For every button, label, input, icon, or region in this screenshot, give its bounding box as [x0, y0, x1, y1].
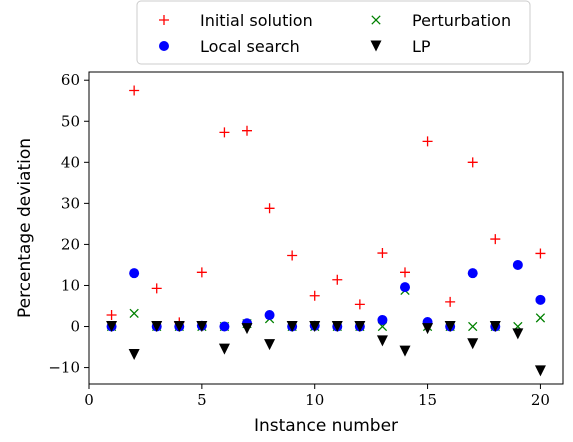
lp-point: [151, 321, 163, 333]
lp-point: [309, 321, 321, 333]
initial-solution-point: [535, 248, 546, 259]
x-tick-label: 20: [531, 391, 550, 409]
x-tick-label: 15: [418, 391, 437, 409]
initial-solution-point: [377, 248, 388, 259]
lp-point: [422, 323, 434, 335]
lp-point: [241, 323, 253, 335]
initial-solution-point: [242, 125, 252, 136]
x-tick-label: 10: [305, 391, 324, 409]
initial-solution-point: [219, 127, 230, 138]
local-search-point: [129, 268, 140, 279]
legend-marker: [370, 40, 382, 52]
legend-frame: [136, 0, 531, 65]
plot-area-frame: [88, 71, 564, 385]
initial-solution-point: [151, 283, 162, 294]
local-search-point: [219, 321, 230, 332]
lp-point: [106, 321, 118, 333]
y-axis-label: Percentage deviation: [15, 138, 35, 318]
initial-solution-point: [445, 296, 456, 307]
initial-solution-point: [264, 203, 275, 214]
legend-marker: [371, 15, 381, 25]
local-search-point: [400, 282, 410, 293]
lp-point: [467, 338, 479, 350]
lp-point: [534, 365, 546, 377]
lp-point: [196, 321, 208, 333]
perturbation-point: [535, 313, 546, 323]
lp-point: [399, 345, 411, 357]
legend: Initial solution Perturbation Local search…: [136, 0, 531, 65]
initial-solution-point: [332, 274, 343, 285]
data-marks: [106, 85, 546, 377]
local-search-point: [512, 259, 523, 270]
initial-solution-point: [400, 267, 410, 278]
lp-point: [489, 321, 501, 333]
local-search-point: [535, 294, 546, 305]
lp-point: [218, 343, 230, 355]
initial-solution-point: [129, 85, 140, 96]
perturbation-point: [129, 308, 139, 319]
initial-solution-point: [490, 234, 501, 245]
lp-point: [512, 328, 524, 340]
y-tick-label: 10: [61, 276, 80, 294]
initial-solution-point: [422, 136, 433, 147]
y-tick-label: 30: [61, 194, 80, 212]
lp-point: [444, 321, 456, 333]
y-tick-label: 0: [70, 318, 80, 336]
lp-point: [376, 335, 388, 347]
lp-point: [128, 348, 140, 360]
lp-point: [331, 321, 343, 333]
legend-label: Initial solution: [200, 11, 313, 30]
legend-marker: [159, 41, 169, 51]
lp-point: [264, 339, 276, 351]
y-tick-label: 40: [61, 153, 80, 171]
legend-label: LP: [412, 37, 431, 56]
initial-solution-point: [106, 310, 117, 321]
perturbation-point: [468, 321, 478, 332]
initial-solution-point: [196, 267, 207, 278]
local-search-point: [467, 268, 478, 279]
lp-point: [286, 321, 298, 333]
legend-marker: [159, 15, 169, 25]
initial-solution-point: [354, 299, 365, 310]
y-tick-label: 50: [61, 112, 80, 130]
local-search-point: [377, 314, 388, 325]
lp-point: [173, 321, 185, 333]
x-tick-label: 0: [84, 391, 94, 409]
lp-point: [354, 321, 366, 333]
initial-solution-point: [467, 157, 478, 168]
initial-solution-point: [309, 290, 320, 301]
local-search-point: [264, 310, 275, 321]
y-tick-label: 60: [61, 71, 80, 89]
y-tick-label: 20: [61, 235, 80, 253]
legend-items: Initial solution Perturbation Local search…: [159, 11, 511, 56]
x-axis-label: Instance number: [254, 416, 398, 436]
x-tick-label: 5: [197, 391, 207, 409]
legend-label: Perturbation: [412, 11, 511, 30]
legend-label: Local search: [200, 37, 300, 56]
y-tick-label: −10: [48, 359, 80, 377]
initial-solution-point: [287, 250, 298, 261]
